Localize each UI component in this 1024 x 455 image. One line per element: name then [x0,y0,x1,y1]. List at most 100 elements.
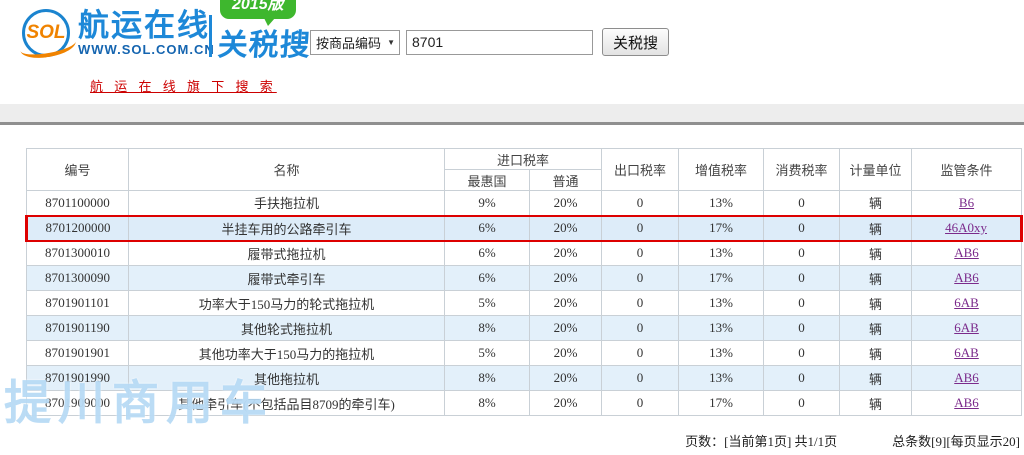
supervision-cell: AB6 [911,390,1023,416]
supervision-cell: 46A0xy [911,214,1024,242]
general-cell: 20% [528,290,603,316]
name-cell: 半挂车用的公路牵引车 [128,214,445,242]
table-row: 8701300090 履带式牵引车 6% 20% 0 17% 0 辆 AB6 [26,265,1023,291]
tariff-table: 编号 名称 进口税率 出口税率 增值税率 消费税率 计量单位 监管条件 最惠国 … [25,148,1024,416]
col-mfn: 最惠国 [444,169,530,191]
export-cell: 0 [601,190,680,216]
supervision-link[interactable]: AB6 [954,395,979,410]
mfn-cell: 8% [444,365,530,391]
table-row: 8701901990 其他拖拉机 8% 20% 0 13% 0 辆 AB6 [26,365,1023,391]
divider-band [0,104,1024,125]
consumption-cell: 0 [763,240,841,266]
supervision-link[interactable]: AB6 [954,270,979,285]
unit-cell: 辆 [839,265,913,291]
unit-cell: 辆 [839,190,913,216]
vat-cell: 13% [678,290,765,316]
col-vat: 增值税率 [678,148,765,191]
search-type-label: 按商品编码 [316,35,382,51]
mfn-cell: 6% [444,214,530,242]
code-cell: 8701909000 [26,390,129,416]
vat-cell: 17% [678,390,765,416]
search-bar: 按商品编码 ▼ 关税搜 [310,28,670,56]
supervision-link[interactable]: AB6 [954,245,979,261]
general-cell: 20% [528,390,603,416]
general-cell: 20% [528,190,603,216]
code-cell: 8701300010 [26,240,129,266]
search-button[interactable]: 关税搜 [602,28,670,56]
supervision-link[interactable]: 6AB [954,345,979,360]
general-cell: 20% [528,365,603,391]
supervision-cell: AB6 [911,265,1023,291]
export-cell: 0 [601,290,680,316]
supervision-cell: AB6 [911,240,1023,266]
name-cell: 手扶拖拉机 [128,190,445,216]
logo-divider [209,15,212,57]
table-header: 编号 名称 进口税率 出口税率 增值税率 消费税率 计量单位 监管条件 最惠国 … [26,148,1023,191]
unit-cell: 辆 [839,214,913,242]
mfn-cell: 8% [444,315,530,341]
export-cell: 0 [601,340,680,366]
supervision-link[interactable]: 6AB [954,320,979,335]
unit-cell: 辆 [839,340,913,366]
export-cell: 0 [601,390,680,416]
supervision-link[interactable]: 6AB [954,295,979,310]
mfn-cell: 5% [444,290,530,316]
consumption-cell: 0 [763,365,841,391]
col-general: 普通 [528,169,603,191]
brand-name: 航运在线 [78,7,210,43]
vat-cell: 13% [678,190,765,216]
general-cell: 20% [528,214,603,242]
name-cell: 功率大于150马力的轮式拖拉机 [128,290,445,316]
badge-tail-icon [264,18,275,26]
unit-cell: 辆 [839,365,913,391]
supervision-link[interactable]: AB6 [954,370,979,385]
sol-logo[interactable]: SOL 航运在线 WWW.SOL.COM.CN [22,9,215,57]
sub-search-link[interactable]: 航 运 在 线 旗 下 搜 索 [90,79,277,94]
supervision-link[interactable]: 46A0xy [945,220,987,235]
supervision-link[interactable]: B6 [958,194,975,210]
consumption-cell: 0 [763,390,841,416]
name-cell: 其他功率大于150马力的拖拉机 [128,340,445,366]
sol-logo-icon: SOL [22,9,70,57]
export-cell: 0 [601,365,680,391]
code-cell: 8701901990 [26,365,129,391]
export-cell: 0 [601,240,680,266]
mfn-cell: 6% [444,240,530,266]
consumption-cell: 0 [763,190,841,216]
col-code: 编号 [26,148,129,191]
mfn-cell: 9% [444,190,530,216]
unit-cell: 辆 [839,315,913,341]
table-row-highlighted: 8701200000 半挂车用的公路牵引车 6% 20% 0 17% 0 辆 4… [25,214,1024,242]
vat-cell: 17% [678,265,765,291]
table-row: 8701901190 其他轮式拖拉机 8% 20% 0 13% 0 辆 6AB [26,315,1023,341]
export-cell: 0 [601,214,680,242]
search-type-select[interactable]: 按商品编码 ▼ [310,29,400,55]
total-info: 总条数[9][每页显示20] [892,434,1020,449]
consumption-cell: 0 [763,315,841,341]
unit-cell: 辆 [839,290,913,316]
export-cell: 0 [601,315,680,341]
site-url: WWW.SOL.COM.CN [78,41,215,57]
supervision-cell: AB6 [911,365,1023,391]
col-consumption: 消费税率 [763,148,841,191]
name-cell: 其他拖拉机 [128,365,445,391]
unit-cell: 辆 [839,390,913,416]
name-cell: 其他轮式拖拉机 [128,315,445,341]
name-cell: 履带式牵引车 [128,265,445,291]
general-cell: 20% [528,340,603,366]
vat-cell: 13% [678,240,765,266]
export-cell: 0 [601,265,680,291]
search-input[interactable] [406,29,593,55]
name-cell: 其他牵引车(不包括品目8709的牵引车) [128,390,445,416]
edition-badge-label: 2015版 [232,0,284,13]
consumption-cell: 0 [763,340,841,366]
mfn-cell: 6% [444,265,530,291]
vat-cell: 13% [678,315,765,341]
code-cell: 8701200000 [25,214,129,242]
mfn-cell: 8% [444,390,530,416]
general-cell: 20% [528,315,603,341]
consumption-cell: 0 [763,265,841,291]
col-import-rate: 进口税率 [443,148,603,170]
col-name: 名称 [128,148,445,191]
